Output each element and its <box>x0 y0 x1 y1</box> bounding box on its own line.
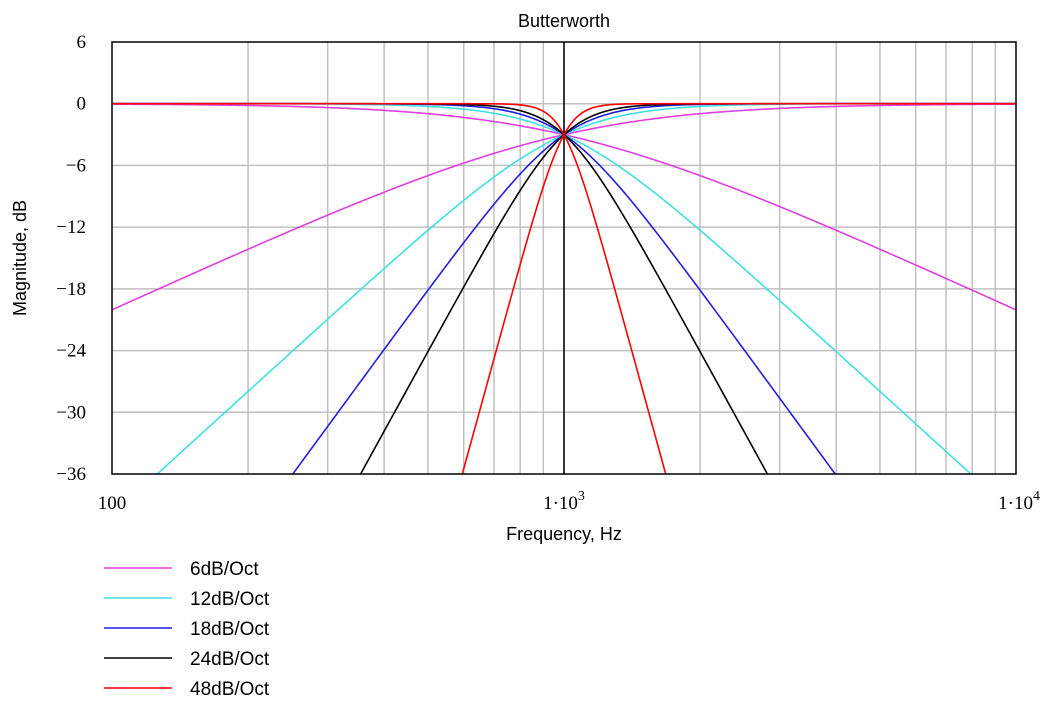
legend: 6dB/Oct 12dB/Oct 18dB/Oct 24dB/Oct 48dB/Oct <box>104 559 270 700</box>
legend-item: 18dB/Oct <box>104 619 270 640</box>
x-axis-label: Frequency, Hz <box>506 524 622 544</box>
x-tick-label: 100 <box>98 493 127 514</box>
legend-label: 18dB/Oct <box>190 619 270 640</box>
x-tick-label: 1·103 <box>543 489 585 514</box>
y-tick-label: −36 <box>56 464 86 485</box>
x-tick-label: 1·104 <box>998 489 1040 514</box>
series-layer <box>112 102 1016 474</box>
legend-label: 6dB/Oct <box>190 559 259 580</box>
legend-item: 24dB/Oct <box>104 649 270 670</box>
y-tick-labels: 6 0 −6 −12 −18 −24 −30 −36 <box>56 32 86 485</box>
y-axis-label: Magnitude, dB <box>10 200 30 316</box>
legend-item: 48dB/Oct <box>104 679 270 700</box>
chart-title: Butterworth <box>518 11 610 31</box>
y-tick-label: 0 <box>77 94 87 115</box>
legend-label: 12dB/Oct <box>190 589 270 610</box>
y-tick-label: 6 <box>77 32 87 53</box>
legend-label: 48dB/Oct <box>190 679 270 700</box>
y-tick-label: −18 <box>56 279 86 300</box>
y-tick-label: −30 <box>56 402 86 423</box>
x-tick-labels: 100 1·103 1·104 <box>98 489 1040 514</box>
y-tick-label: −12 <box>56 217 86 238</box>
y-tick-label: −6 <box>66 155 86 176</box>
series-lowpass-line <box>112 102 667 474</box>
y-tick-label: −24 <box>56 341 86 362</box>
plot-frame <box>111 41 1017 475</box>
legend-item: 6dB/Oct <box>104 559 259 580</box>
legend-label: 24dB/Oct <box>190 649 270 670</box>
series-5 <box>112 102 1016 474</box>
legend-item: 12dB/Oct <box>104 589 270 610</box>
